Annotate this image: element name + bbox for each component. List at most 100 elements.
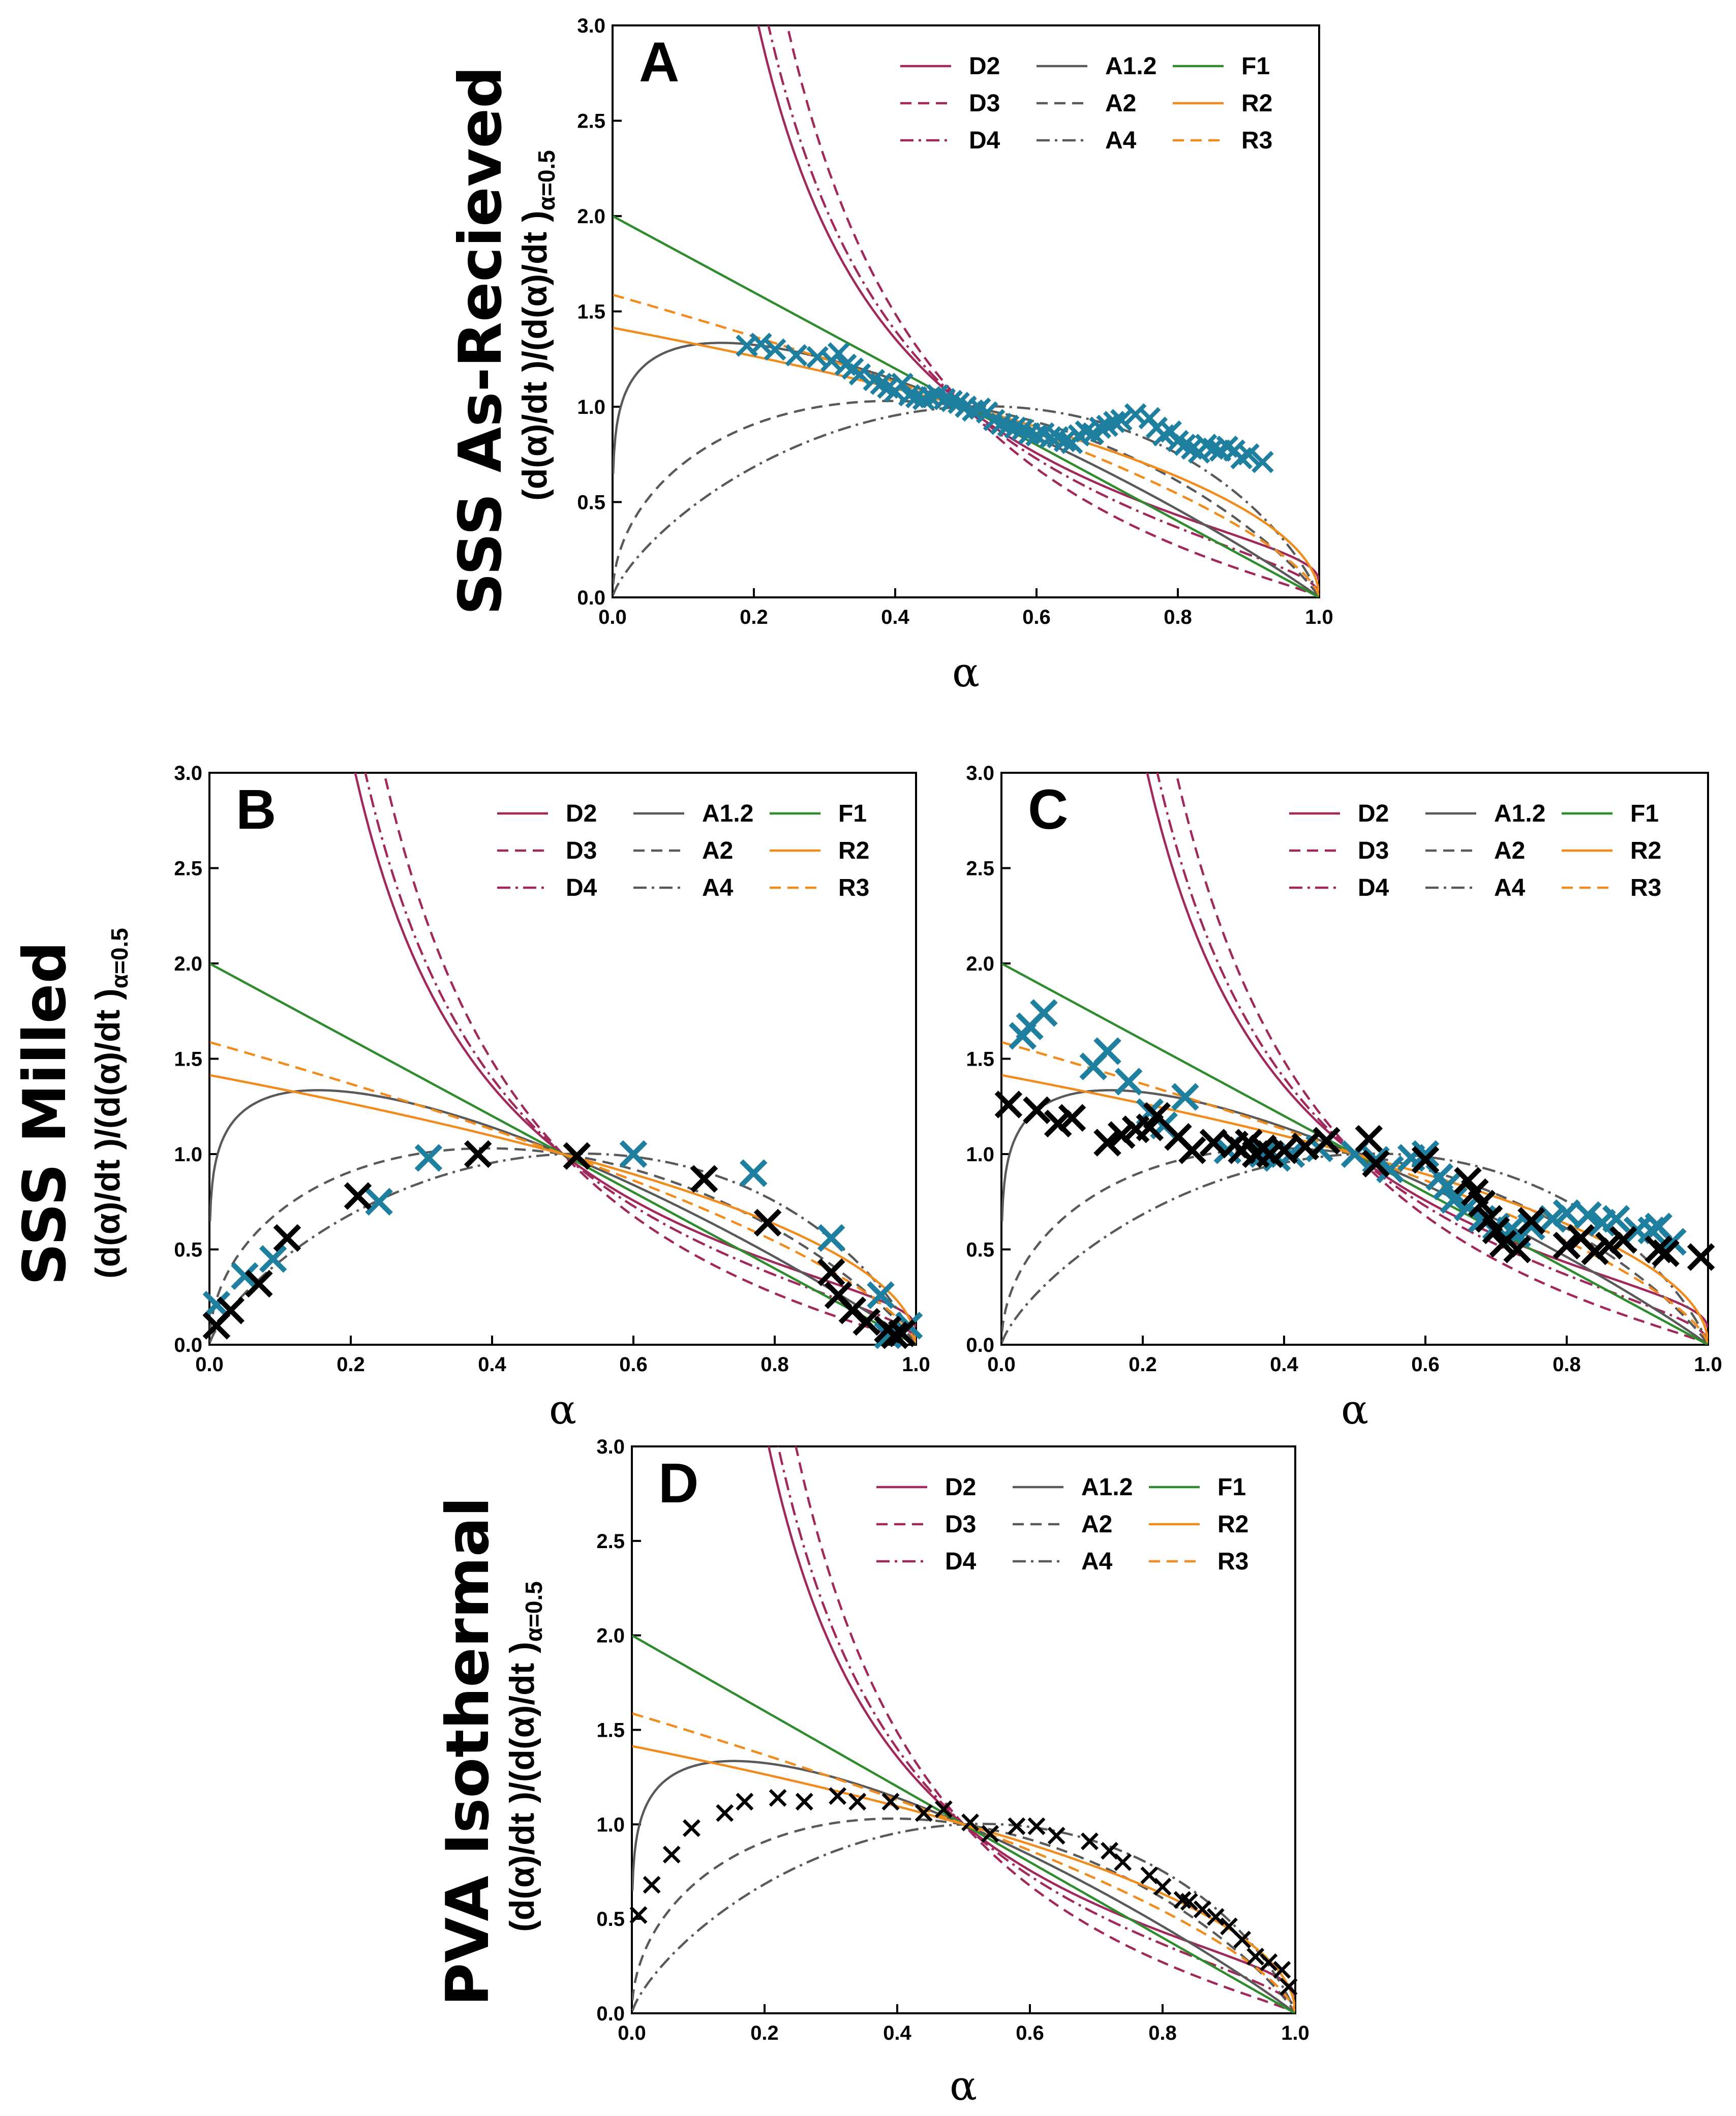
x-tick-label: 1.0 bbox=[1694, 1353, 1722, 1376]
y-tick-label: 0.5 bbox=[596, 1908, 625, 1930]
curve-r3 bbox=[1001, 1041, 1708, 1344]
curve-d3 bbox=[383, 773, 916, 1345]
curve-r2 bbox=[632, 1745, 1295, 2008]
data-point bbox=[915, 1804, 933, 1822]
legend-label: D2 bbox=[969, 53, 1000, 80]
x-tick-label: 1.0 bbox=[902, 1353, 930, 1376]
data-point bbox=[414, 1144, 443, 1172]
legend-label: A1.2 bbox=[702, 800, 753, 827]
data-point bbox=[753, 1208, 782, 1237]
data-point bbox=[231, 1262, 259, 1290]
legend-label: D4 bbox=[566, 874, 597, 901]
y-tick-label: 2.5 bbox=[174, 858, 202, 880]
legend-label: D2 bbox=[566, 800, 597, 827]
legend-label: D4 bbox=[1358, 874, 1389, 901]
data-point bbox=[806, 346, 829, 369]
data-point bbox=[259, 1245, 287, 1273]
data-point bbox=[1273, 1961, 1291, 1979]
data-point bbox=[716, 1804, 734, 1822]
data-point bbox=[1355, 1125, 1383, 1153]
data-point bbox=[643, 1876, 661, 1894]
legend-label: R3 bbox=[838, 874, 869, 901]
x-tick-label: 0.4 bbox=[1270, 1353, 1298, 1376]
x-tick-label: 0.2 bbox=[1129, 1353, 1157, 1376]
data-point bbox=[848, 363, 871, 386]
y-tick-label: 0.0 bbox=[966, 1334, 994, 1356]
x-tick-label: 0.0 bbox=[618, 2022, 646, 2044]
y-tick-label: 1.5 bbox=[966, 1048, 994, 1071]
y-tick-label: 1.0 bbox=[577, 396, 605, 418]
data-point bbox=[750, 332, 772, 355]
y-tick-label: 1.0 bbox=[596, 1813, 625, 1836]
data-point bbox=[1114, 1068, 1143, 1096]
data-point bbox=[464, 1140, 492, 1168]
legend-label: A4 bbox=[1081, 1548, 1113, 1575]
legend-label: A1.2 bbox=[1081, 1474, 1133, 1501]
plot-area: 0.0 0.2 0.4 0.6 0.8 1.0 0.0 0.5 1.0 1.5 2.0 2.5 3.0 D… bbox=[596, 1436, 1309, 2044]
data-point bbox=[1030, 999, 1058, 1027]
data-point bbox=[934, 1800, 953, 1819]
data-point bbox=[1047, 1827, 1065, 1845]
curve-d4 bbox=[364, 773, 916, 1341]
data-point bbox=[1433, 1172, 1460, 1201]
x-tick-label: 0.2 bbox=[750, 2022, 779, 2044]
y-tick-label: 3.0 bbox=[577, 15, 605, 37]
panel-b: (d(α)/dt )/(d(α)/dt )α=0.5 0.0 0.2 0.4 0.6 0… bbox=[88, 762, 930, 1433]
data-point bbox=[273, 1224, 301, 1252]
plot-area: 0.0 0.2 0.4 0.6 0.8 1.0 0.0 0.5 1.0 1.5 2.0 2.5 3.0 B… bbox=[174, 762, 930, 1376]
data-point bbox=[1482, 1216, 1510, 1245]
data-point bbox=[1652, 1239, 1680, 1267]
legend-label: A4 bbox=[1105, 127, 1137, 154]
y-tick-label: 0.0 bbox=[596, 2003, 625, 2025]
curve-d4 bbox=[767, 25, 1319, 594]
data-point bbox=[1411, 1140, 1440, 1168]
data-point bbox=[1411, 1145, 1440, 1174]
curve-a4 bbox=[1001, 1152, 1708, 1344]
legend-label: F1 bbox=[1241, 53, 1270, 80]
data-point bbox=[1058, 1104, 1086, 1132]
data-point bbox=[1362, 1150, 1390, 1178]
y-axis-label: (d(α)/dt )/(d(α)/dt )α=0.5 bbox=[503, 1581, 547, 1932]
legend-label: D4 bbox=[945, 1548, 977, 1575]
data-point bbox=[817, 1258, 845, 1286]
data-point bbox=[202, 1290, 231, 1319]
y-tick-label: 2.5 bbox=[577, 110, 605, 133]
curve-r3 bbox=[632, 1712, 1295, 2012]
y-tick-label: 2.5 bbox=[596, 1530, 625, 1553]
x-tick-label: 0.4 bbox=[881, 606, 909, 628]
legend-label: A2 bbox=[1494, 837, 1525, 864]
data-point bbox=[1171, 1083, 1199, 1111]
legend-label: R2 bbox=[1241, 90, 1272, 117]
data-point bbox=[829, 1787, 847, 1805]
legend-label: R3 bbox=[1241, 127, 1272, 154]
legend-label: R3 bbox=[1630, 874, 1661, 901]
data-point bbox=[1246, 1948, 1265, 1966]
y-tick-label: 1.5 bbox=[174, 1048, 202, 1071]
data-point bbox=[245, 1269, 273, 1298]
data-point bbox=[1089, 416, 1111, 439]
x-tick-label: 0.0 bbox=[195, 1353, 224, 1376]
legend-label: A1.2 bbox=[1105, 53, 1156, 80]
y-tick-label: 0.0 bbox=[174, 1334, 202, 1356]
data-point bbox=[1103, 411, 1125, 433]
data-point bbox=[764, 338, 786, 361]
curve-a4 bbox=[613, 405, 1319, 597]
data-point bbox=[1574, 1201, 1602, 1229]
data-point bbox=[1609, 1226, 1637, 1254]
y-tick-label: 2.0 bbox=[596, 1625, 625, 1647]
data-point bbox=[1023, 1096, 1051, 1125]
curve-r2 bbox=[209, 1074, 916, 1339]
y-tick-label: 3.0 bbox=[966, 762, 994, 784]
curve-d4 bbox=[1156, 773, 1708, 1341]
panel-label: A bbox=[639, 31, 679, 94]
data-point bbox=[1143, 1102, 1171, 1130]
data-point bbox=[1313, 1127, 1341, 1155]
data-point bbox=[1260, 1953, 1278, 1972]
data-point bbox=[1220, 1917, 1238, 1936]
data-point bbox=[795, 1793, 813, 1811]
y-tick-label: 2.0 bbox=[577, 205, 605, 228]
y-tick-label: 0.0 bbox=[577, 587, 605, 609]
x-axis-label: α bbox=[952, 649, 980, 696]
legend-label: A4 bbox=[1494, 874, 1526, 901]
